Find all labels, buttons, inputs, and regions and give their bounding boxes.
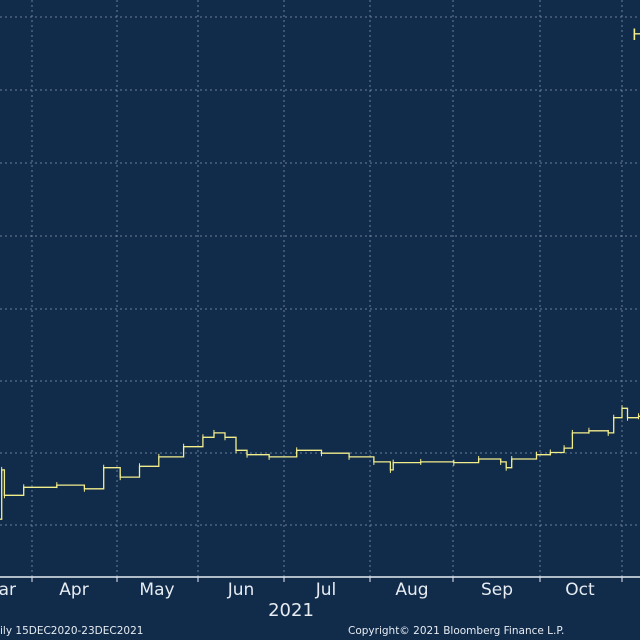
x-tick-label: Sep [480, 580, 514, 600]
copyright-footer: Copyright© 2021 Bloomberg Finance L.P. [348, 625, 565, 637]
x-tick-label: Jun [227, 580, 255, 600]
x-tick-label: Jul [315, 580, 337, 600]
x-tick-label: Mar [0, 580, 17, 600]
x-tick-label: Apr [59, 580, 89, 600]
legend-label: H [632, 25, 640, 44]
x-tick-label: Oct [565, 580, 595, 600]
date-range-footer: ily 15DEC2020-23DEC2021 [0, 625, 144, 637]
x-tick-label: May [139, 580, 175, 600]
x-tick-label: Aug [395, 580, 429, 600]
x-axis-year-label: 2021 [268, 600, 314, 621]
series-line [0, 407, 640, 520]
